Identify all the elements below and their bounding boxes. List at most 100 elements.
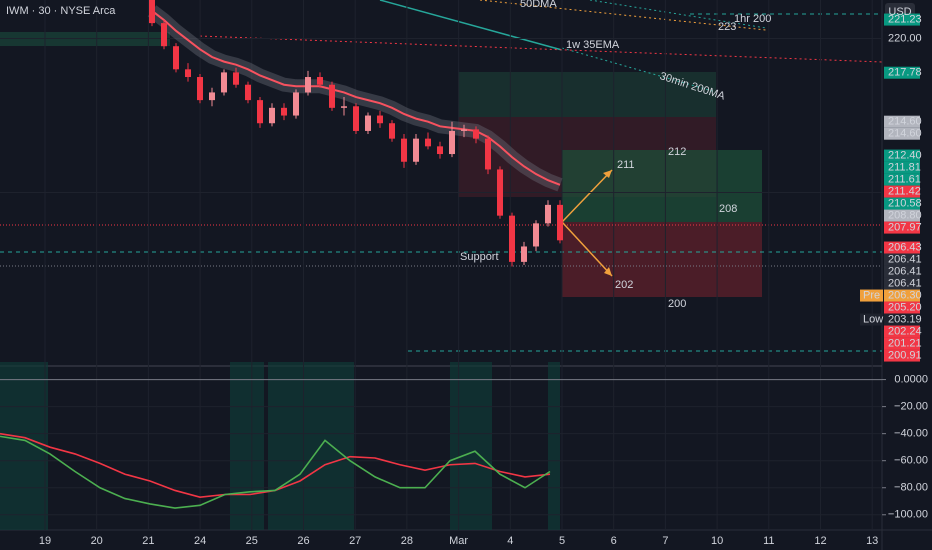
x-tick-label: 24	[194, 535, 206, 547]
candle-body	[449, 130, 455, 155]
signal-band	[268, 362, 354, 530]
price-tag-label: 211.42	[888, 185, 921, 197]
price-tag	[884, 161, 920, 174]
price-tag	[884, 241, 920, 254]
signal-band	[450, 362, 492, 530]
x-tick-label: 25	[246, 535, 258, 547]
price-tag	[884, 349, 920, 362]
arrow	[561, 169, 613, 223]
price-tag	[884, 221, 920, 234]
x-tick-label: 19	[39, 535, 51, 547]
price-tag-prefix: Pre	[863, 289, 880, 301]
price-tag-label: 200.91	[888, 349, 922, 361]
price-tag-label: 220.00	[888, 32, 922, 44]
price-tag	[884, 277, 920, 290]
annotation: Support	[460, 251, 499, 263]
price-tag-label: 211.81	[888, 161, 921, 173]
price-tag-label: 206.43	[888, 241, 922, 253]
price-tag-label: 207.97	[888, 221, 922, 233]
currency-label[interactable]: USD	[888, 6, 911, 18]
x-tick-label: 5	[559, 535, 565, 547]
price-tag-label: 203.19	[888, 313, 922, 325]
price-tag	[884, 127, 920, 140]
candle-body	[401, 138, 407, 162]
price-tag-prefix-box	[860, 313, 883, 326]
price-tag	[884, 265, 920, 278]
price-tag	[884, 149, 920, 162]
symbol-title: IWM · 30 · NYSE Arca	[6, 5, 116, 17]
candle-body	[317, 77, 323, 85]
price-tag-prefix: Low	[863, 313, 883, 325]
candle-body	[485, 138, 491, 170]
candle-body	[161, 23, 167, 47]
price-tag	[884, 209, 920, 222]
annotation: 223	[718, 21, 736, 33]
price-tag-label: 211.61	[888, 173, 921, 185]
price-tag-label: 210.58	[888, 197, 922, 209]
candle-body	[173, 46, 179, 70]
price-tag-label: 212.40	[888, 149, 922, 161]
x-tick-label: 12	[814, 535, 826, 547]
arrow-head	[603, 170, 612, 178]
x-tick-label: 11	[763, 535, 774, 547]
price-tag	[884, 115, 920, 128]
signal-band	[0, 362, 48, 530]
price-tag-label: 201.21	[888, 337, 922, 349]
ma-line	[379, 0, 563, 51]
annotation: 208	[719, 203, 737, 215]
candle-body	[389, 123, 395, 139]
y-tick-label: −60.00	[894, 455, 928, 467]
price-tag-label: 214.60	[888, 116, 922, 128]
price-tag-label: 221.23	[888, 13, 922, 25]
x-tick-label: 27	[349, 535, 361, 547]
annotation: 202	[615, 279, 633, 291]
annotation: 211	[617, 159, 635, 171]
target-box	[562, 150, 762, 222]
candle-body	[305, 77, 311, 93]
candle-body	[557, 204, 563, 241]
x-tick-label: 7	[662, 535, 668, 547]
y-tick-label: 0.0000	[894, 373, 928, 385]
candle-body	[245, 84, 251, 101]
candle-body	[197, 77, 203, 101]
candle-body	[257, 100, 263, 124]
x-tick-label: 4	[507, 535, 513, 547]
price-tag	[884, 253, 920, 266]
candle-body	[149, 0, 155, 24]
arrow-head	[604, 267, 612, 276]
annotation: 50DMA	[520, 0, 557, 10]
candle-body	[269, 107, 275, 124]
candle-body	[293, 92, 299, 116]
x-tick-label: 28	[401, 535, 413, 547]
annotation: 212	[668, 146, 686, 158]
x-tick-label: 20	[91, 535, 103, 547]
y-tick-label: −20.00	[894, 401, 928, 413]
price-tag-label: 205.20	[888, 301, 922, 313]
y-tick-label: −80.00	[894, 482, 928, 494]
annotation: 200	[668, 298, 686, 310]
candle-body	[281, 107, 287, 116]
price-tag	[884, 337, 920, 350]
candle-body	[413, 138, 419, 162]
price-tag	[884, 325, 920, 338]
price-tag	[884, 32, 920, 45]
price-tag	[884, 197, 920, 210]
ema-line	[151, 9, 561, 186]
price-tag	[884, 185, 920, 198]
price-tag	[884, 173, 920, 186]
price-tag-label: 206.30	[888, 289, 922, 301]
candle-body	[353, 106, 359, 131]
candle-body	[521, 246, 527, 262]
signal-band	[230, 362, 264, 530]
price-tag	[884, 66, 920, 79]
x-tick-label: 10	[711, 535, 723, 547]
candle-body	[533, 223, 539, 247]
x-tick-label: 26	[297, 535, 309, 547]
price-tag	[884, 313, 920, 326]
drawings	[0, 0, 883, 530]
candle-body	[329, 84, 335, 108]
price-tag-label: 206.41	[888, 265, 922, 277]
x-tick-label: 13	[866, 535, 878, 547]
